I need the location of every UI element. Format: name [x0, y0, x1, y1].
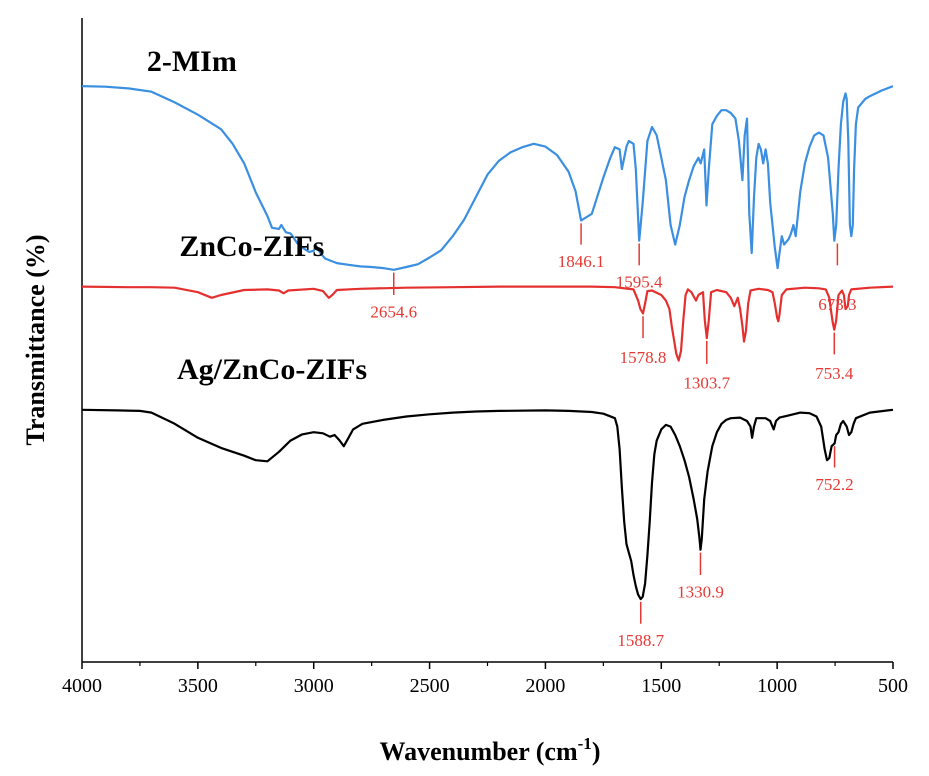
series-line-ag-znco-zifs	[81, 408, 894, 601]
peak-label: 1588.7	[617, 631, 664, 650]
axes: 4000 3500 3000 2500 2000 1500 1000 500	[62, 18, 908, 697]
peak-label: 1595.4	[616, 273, 663, 292]
label-layer: 2-MIm ZnCo-ZIFs Ag/ZnCo-ZIFs	[147, 45, 367, 386]
peak-label: 673.3	[818, 295, 856, 314]
y-axis-title: Transmittance (%)	[21, 234, 50, 445]
peak-label: 1578.8	[620, 348, 667, 367]
x-tick-label: 2000	[525, 675, 565, 697]
peak-label: 1846.1	[558, 252, 605, 271]
x-tick-label: 1500	[641, 675, 681, 697]
x-axis-title-main: Wavenumber (cm	[380, 737, 578, 766]
peak-label: 752.2	[815, 475, 853, 494]
x-tick-label: 500	[878, 675, 908, 697]
series-name-label: ZnCo-ZIFs	[179, 230, 324, 263]
peak-label: 753.4	[815, 364, 854, 383]
series-name-label: 2-MIm	[147, 45, 237, 78]
annotation-layer: 2654.6 1846.1 1595.4 673.3 1578.8 1303.7 753.4…	[370, 223, 857, 650]
series-line-2-mim	[81, 85, 894, 271]
x-axis-title: Wavenumber (cm-1)	[380, 734, 601, 766]
series-line-znco-zifs	[81, 285, 894, 362]
x-tick-label: 2500	[410, 675, 450, 697]
peak-label: 2654.6	[370, 302, 417, 321]
x-axis-title-close: )	[592, 737, 601, 766]
peak-label: 1303.7	[683, 374, 730, 393]
x-tick-label: 3500	[178, 675, 218, 697]
x-axis-title-superscript: -1	[578, 734, 592, 753]
x-tick-label: 1000	[757, 675, 797, 697]
x-tick-label: 3000	[294, 675, 334, 697]
series-name-label: Ag/ZnCo-ZIFs	[177, 353, 367, 386]
x-tick-label: 4000	[62, 675, 102, 697]
peak-label: 1330.9	[677, 582, 724, 601]
series-layer	[81, 85, 894, 601]
